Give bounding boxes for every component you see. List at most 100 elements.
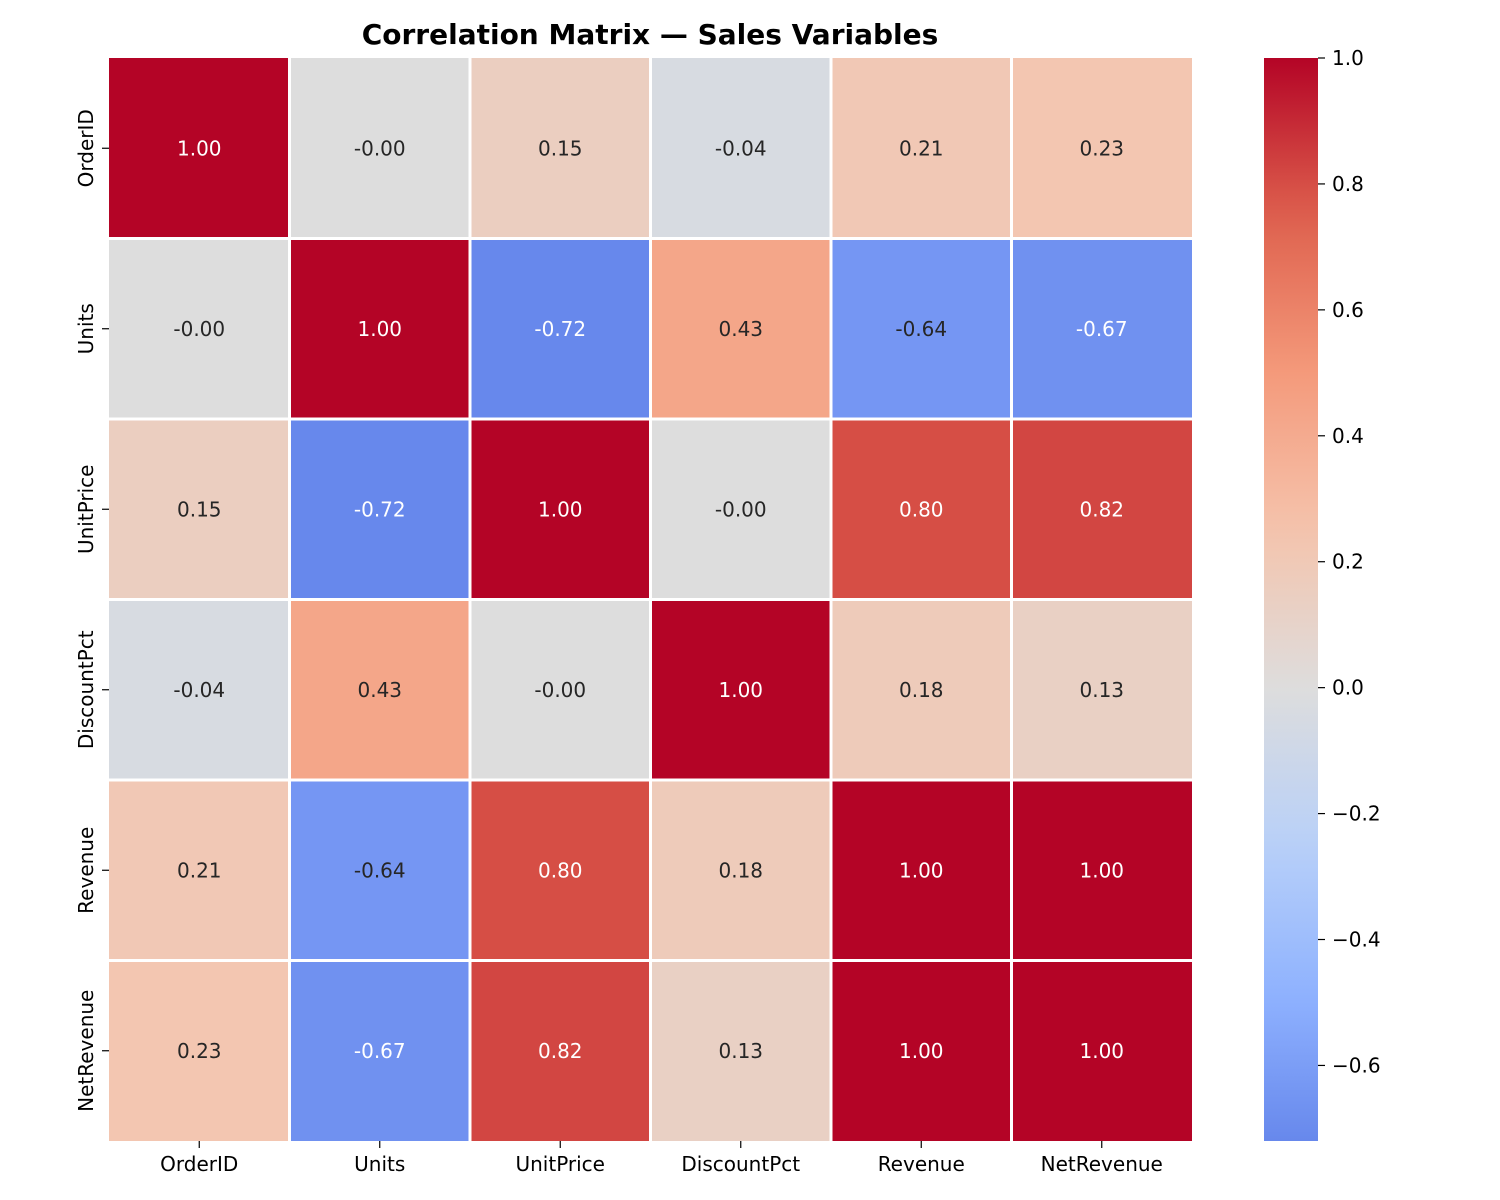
y-tick-label: Revenue [74, 827, 98, 914]
heatmap-cell [1013, 58, 1192, 237]
cell-value-label: 0.80 [899, 497, 944, 521]
cell-value-label: -0.64 [895, 317, 947, 341]
y-tick-label: DiscountPct [74, 630, 98, 749]
heatmap-cell [1013, 420, 1192, 598]
heatmap-cell [1013, 962, 1192, 1141]
cell-value-label: 0.43 [357, 678, 402, 702]
heatmap-cell [291, 420, 469, 598]
cell-value-label: 1.00 [538, 497, 583, 521]
cell-value-label: 0.13 [718, 1039, 763, 1063]
heatmap-cell [832, 601, 1010, 779]
cell-value-label: -0.64 [354, 858, 406, 882]
heatmap-cell [109, 240, 288, 418]
cell-value-label: 0.23 [177, 1039, 222, 1063]
y-axis: OrderID Units UnitPrice DiscountPct Revenue N… [74, 109, 109, 1112]
heatmap-cell [471, 420, 649, 598]
heatmap-cell [471, 58, 649, 237]
y-tick-label: UnitPrice [74, 464, 98, 554]
colorbar-tick-label: 1.0 [1332, 46, 1364, 70]
y-tick-label: Units [74, 303, 98, 354]
heatmap-cell [291, 601, 469, 779]
chart-title: Correlation Matrix — Sales Variables [362, 18, 939, 51]
cell-value-label: 0.82 [538, 1039, 583, 1063]
heatmap-cell [652, 240, 830, 418]
colorbar-tick-label: 0.0 [1332, 676, 1364, 700]
colorbar-tick-label: −0.6 [1332, 1053, 1381, 1077]
heatmap-cell [291, 58, 469, 237]
heatmap-cell [1013, 240, 1192, 418]
cell-value-label: 1.00 [899, 858, 944, 882]
cell-value-label: -0.00 [534, 678, 586, 702]
cell-value-label: -0.00 [354, 136, 406, 160]
colorbar-tick-label: 0.4 [1332, 424, 1364, 448]
cell-value-label: 1.00 [718, 678, 763, 702]
x-tick-label: DiscountPct [681, 1152, 800, 1176]
heatmap-cell [832, 240, 1010, 418]
colorbar-tick-label: 0.8 [1332, 172, 1364, 196]
cell-value-label: 1.00 [899, 1039, 944, 1063]
cell-value-label: 0.21 [177, 858, 222, 882]
colorbar-tick-label: −0.2 [1332, 802, 1381, 826]
cell-value-label: 0.43 [718, 317, 763, 341]
cell-value-label: 0.23 [1079, 136, 1124, 160]
colorbar-tick-label: 0.6 [1332, 298, 1364, 322]
heatmap-cell [652, 781, 830, 959]
cell-value-label: 1.00 [357, 317, 402, 341]
cell-value-label: -0.72 [354, 497, 406, 521]
cell-value-label: 0.21 [899, 136, 944, 160]
cell-value-label: 0.18 [899, 678, 944, 702]
x-axis: OrderID Units UnitPrice DiscountPct Revenue N… [160, 1141, 1163, 1176]
y-tick-label: NetRevenue [74, 990, 98, 1112]
heatmap-cell [832, 58, 1010, 237]
x-tick-label: OrderID [160, 1152, 238, 1176]
x-tick-label: Revenue [878, 1152, 965, 1176]
colorbar-gradient [1264, 58, 1318, 1141]
heatmap-cell [109, 420, 288, 598]
cell-value-label: 1.00 [1079, 1039, 1124, 1063]
heatmap-cell [471, 601, 649, 779]
cell-value-label: 0.13 [1079, 678, 1124, 702]
cell-value-label: 0.18 [718, 858, 763, 882]
heatmap-cell [832, 962, 1010, 1141]
heatmap-cell [109, 962, 288, 1141]
heatmap-cells: 1.00 -0.00 0.15 -0.04 0.21 0.23 -0.00 1.00 -0.72… [109, 58, 1192, 1141]
cell-value-label: -0.00 [173, 317, 225, 341]
heatmap-cell [471, 962, 649, 1141]
cell-value-label: 0.15 [538, 136, 583, 160]
heatmap-cell [291, 240, 469, 418]
x-tick-label: Units [354, 1152, 405, 1176]
heatmap-cell [832, 420, 1010, 598]
heatmap-cell [291, 781, 469, 959]
cell-value-label: 1.00 [177, 136, 222, 160]
x-tick-label: UnitPrice [515, 1152, 605, 1176]
heatmap-cell [109, 601, 288, 779]
y-tick-label: OrderID [74, 109, 98, 187]
cell-value-label: -0.04 [173, 678, 225, 702]
cell-value-label: 0.80 [538, 858, 583, 882]
x-tick-label: NetRevenue [1041, 1152, 1163, 1176]
heatmap-cell [1013, 601, 1192, 779]
heatmap-cell [471, 240, 649, 418]
heatmap-cell [291, 962, 469, 1141]
colorbar: 1.0 0.8 0.6 0.4 0.2 0.0 −0.2 −0.4 −0.6 [1264, 46, 1381, 1141]
heatmap-cell [652, 601, 830, 779]
heatmap-cell [471, 781, 649, 959]
colorbar-tick-label: −0.4 [1332, 928, 1381, 952]
cell-value-label: -0.00 [715, 497, 767, 521]
heatmap-cell [652, 58, 830, 237]
cell-value-label: -0.04 [715, 136, 767, 160]
cell-value-label: -0.67 [1076, 317, 1128, 341]
cell-value-label: -0.67 [354, 1039, 406, 1063]
heatmap-cell [109, 58, 288, 237]
cell-value-label: 0.15 [177, 497, 222, 521]
heatmap-cell [1013, 781, 1192, 959]
heatmap-cell [109, 781, 288, 959]
colorbar-tick-label: 0.2 [1332, 550, 1364, 574]
cell-value-label: 1.00 [1079, 858, 1124, 882]
heatmap-cell [652, 962, 830, 1141]
heatmap-cell [652, 420, 830, 598]
cell-value-label: -0.72 [534, 317, 586, 341]
cell-value-label: 0.82 [1079, 497, 1124, 521]
heatmap-cell [832, 781, 1010, 959]
